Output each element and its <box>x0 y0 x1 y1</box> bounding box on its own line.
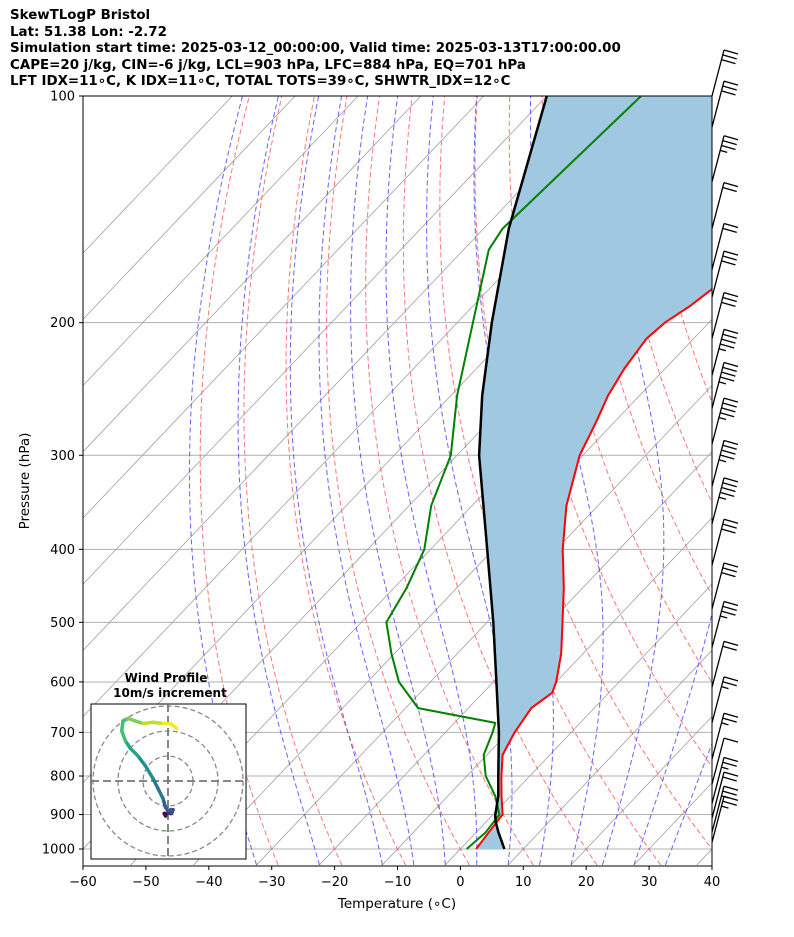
wind-barb <box>711 756 739 804</box>
temperature-line <box>475 287 712 850</box>
isotherm-line <box>570 715 712 866</box>
wind-barb <box>711 640 739 688</box>
wind-barb <box>711 250 739 298</box>
dry-adiabat <box>439 96 662 866</box>
y-tick-label: 100 <box>50 90 75 105</box>
wind-barb <box>711 80 739 128</box>
wind-barb <box>711 771 739 819</box>
x-tick-label: −40 <box>195 875 222 890</box>
wind-barb <box>711 397 739 445</box>
dry-adiabat <box>199 96 279 866</box>
x-tick-label: −30 <box>258 875 285 890</box>
hodograph-segment <box>168 721 179 731</box>
wind-barb <box>711 222 739 270</box>
wind-barb <box>711 49 739 97</box>
x-tick-label: −20 <box>321 875 348 890</box>
moist-adiabat <box>350 96 446 866</box>
wind-barb <box>711 181 739 229</box>
y-tick-label: 200 <box>50 316 75 331</box>
y-tick-label: 1000 <box>42 843 75 858</box>
dry-adiabat <box>704 96 712 142</box>
hodograph-segment <box>151 776 160 791</box>
moist-adiabat <box>237 96 320 866</box>
moist-adiabat <box>318 96 415 866</box>
hodograph-segment <box>156 786 165 801</box>
y-tick-label: 900 <box>50 808 75 823</box>
isotherm-line <box>444 583 712 866</box>
time-line: Simulation start time: 2025-03-12_00:00:… <box>10 41 621 56</box>
wind-barb <box>711 518 739 566</box>
isotherm-line <box>83 96 610 651</box>
wind-barb <box>711 439 739 487</box>
wind-barb <box>711 712 739 760</box>
moist-adiabat <box>633 96 712 866</box>
x-axis-label: Temperature (∘C) <box>337 896 456 912</box>
isotherm-line <box>83 96 359 387</box>
chart-title: SkewTLogP Bristol <box>10 8 151 23</box>
inset-title: Wind Profile <box>125 671 208 685</box>
y-tick-label: 700 <box>50 726 75 741</box>
inset-subtitle: 10m/s increment <box>113 686 227 700</box>
isotherm-line <box>83 96 296 320</box>
wind-barb <box>711 737 739 785</box>
x-tick-label: −60 <box>69 875 96 890</box>
x-tick-label: −10 <box>384 875 411 890</box>
dry-adiabat <box>738 96 794 865</box>
moist-adiabat <box>426 96 513 866</box>
parcel-line <box>477 96 549 850</box>
x-tick-label: 30 <box>641 875 658 890</box>
y-tick-label: 300 <box>50 449 75 464</box>
hodograph-segment <box>136 754 148 768</box>
dry-adiabat <box>285 96 407 866</box>
isotherm-line <box>760 96 794 865</box>
dry-adiabat <box>574 96 712 596</box>
dry-adiabat <box>770 96 794 865</box>
moist-adiabat <box>664 742 712 866</box>
y-tick-label: 500 <box>50 616 75 631</box>
dry-adiabat <box>402 96 598 866</box>
isotherm-line <box>83 96 485 519</box>
x-tick-label: 0 <box>456 875 464 890</box>
moist-adiabat <box>289 96 383 866</box>
wind-barb <box>711 328 739 376</box>
wind-barb <box>711 361 739 409</box>
hodograph-segment <box>128 746 140 758</box>
dry-adiabat <box>326 96 470 866</box>
isotherm-line <box>83 96 548 585</box>
location-line: Lat: 51.38 Lon: -2.72 <box>10 24 167 40</box>
cape-line: CAPE=20 j/kg, CIN=-6 j/kg, LCL=903 hPa, … <box>10 57 526 73</box>
x-tick-label: 40 <box>704 875 721 890</box>
x-tick-label: 20 <box>578 875 595 890</box>
wind-profile-inset: Wind Profile 10m/s increment <box>90 671 247 860</box>
wind-barb <box>711 600 739 648</box>
dry-adiabat <box>365 96 534 866</box>
dry-adiabat <box>243 96 343 866</box>
y-axis-label: Pressure (hPa) <box>17 433 33 530</box>
wind-barb <box>711 676 739 724</box>
y-tick-label: 800 <box>50 770 75 785</box>
x-tick-label: −50 <box>132 875 159 890</box>
isotherm-line <box>256 384 712 866</box>
dewpoint-line <box>385 96 642 850</box>
x-tick-label: 10 <box>515 875 532 890</box>
wind-barb <box>711 795 739 843</box>
wind-barb <box>711 562 739 610</box>
y-tick-label: 600 <box>50 675 75 690</box>
hodograph-segment <box>120 729 128 743</box>
isotherm-line <box>507 649 712 866</box>
indices-line: LFT IDX=11∘C, K IDX=11∘C, TOTAL TOTS=39∘… <box>10 74 511 89</box>
moist-adiabat <box>599 96 665 866</box>
wind-barb <box>711 477 739 525</box>
wind-barb <box>711 135 739 182</box>
isotherm-line <box>83 96 233 254</box>
moist-adiabat <box>188 96 257 866</box>
moist-adiabat <box>385 96 478 865</box>
wind-barb <box>711 292 739 339</box>
cape-shading <box>476 96 712 849</box>
isotherm-line <box>319 451 712 866</box>
y-tick-label: 400 <box>50 543 75 558</box>
hodograph-segment <box>143 764 155 781</box>
isotherm-line <box>83 96 422 453</box>
